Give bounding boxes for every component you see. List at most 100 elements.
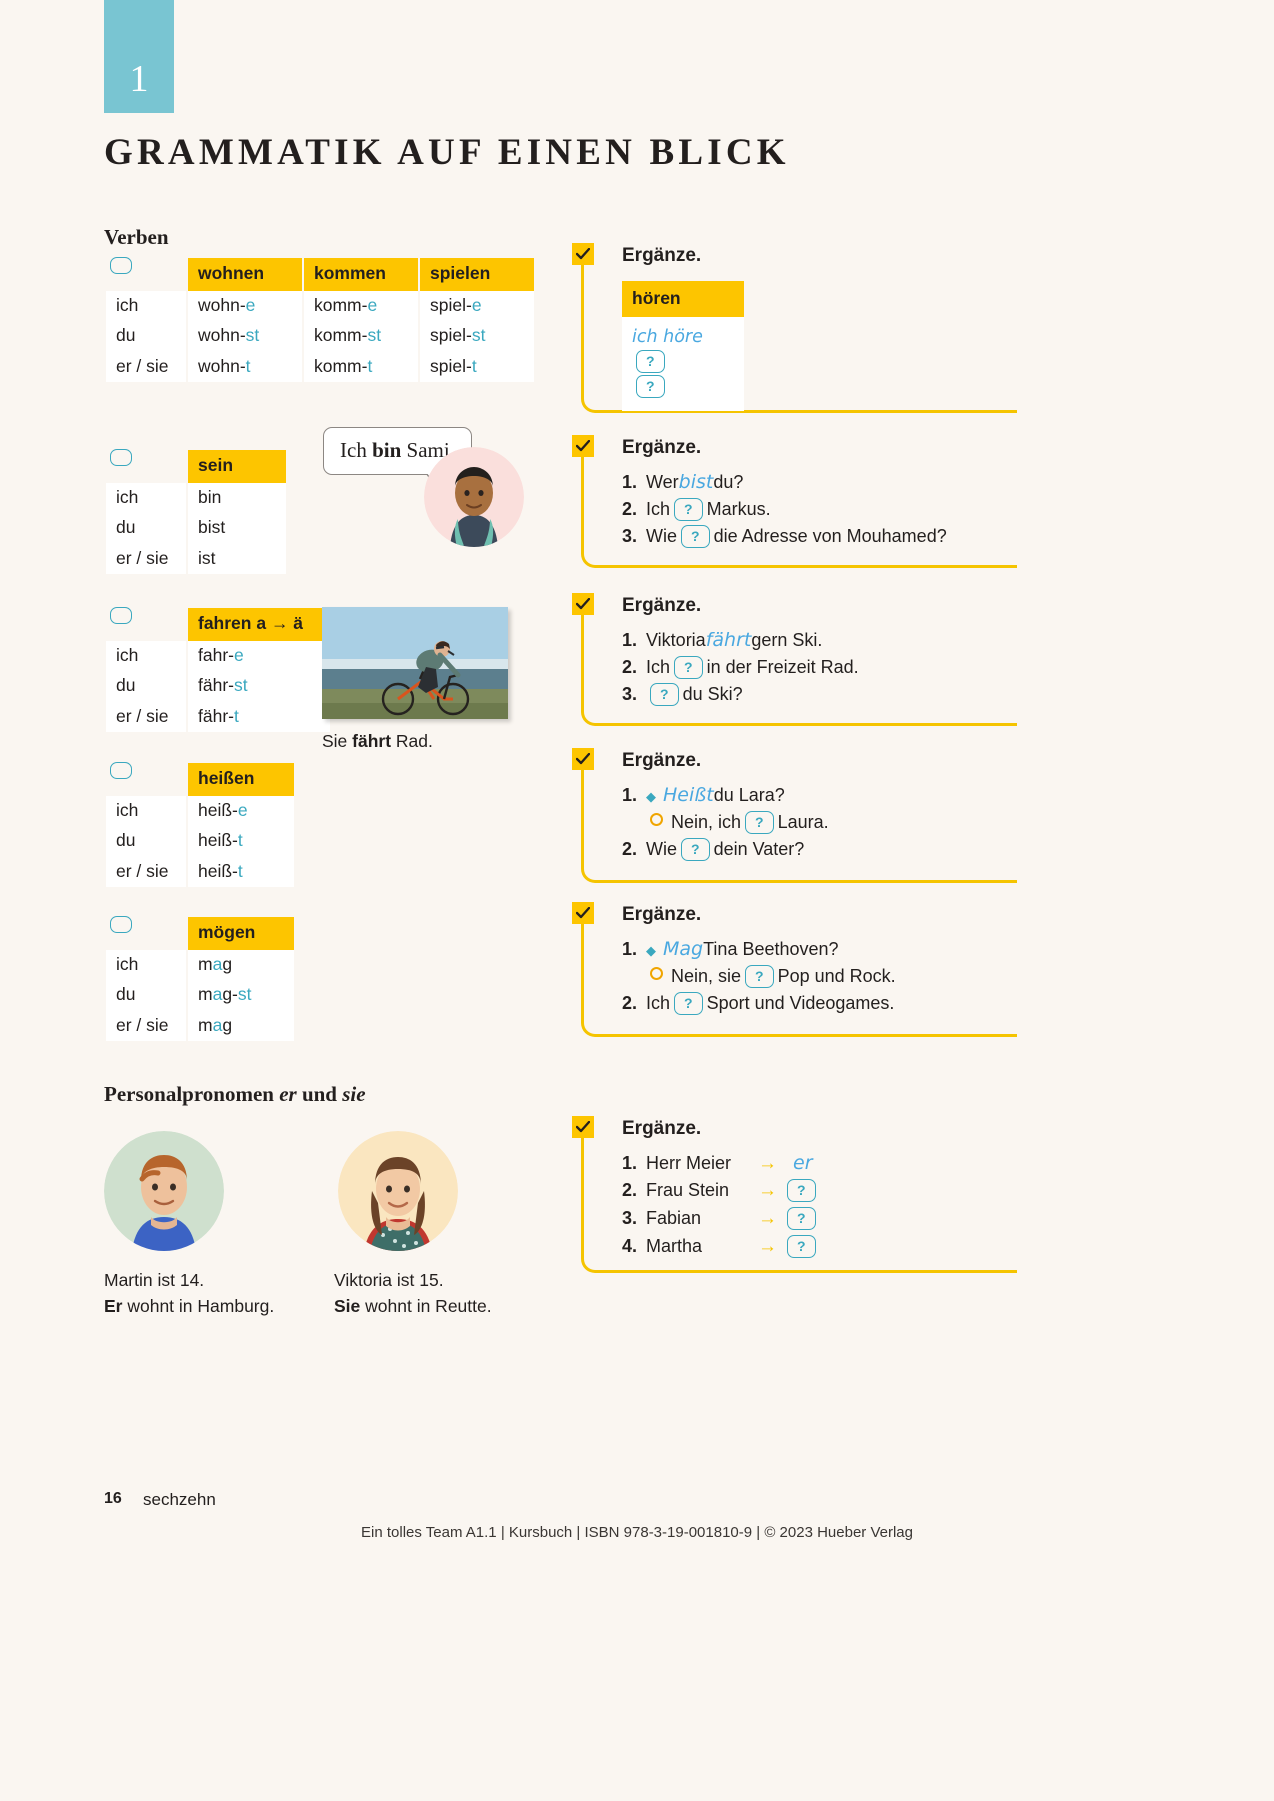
blank-token: ? [636,350,665,374]
blank-slot[interactable]: ? [632,350,734,376]
header-heissen: heißen [188,763,294,796]
heading-sie: sie [342,1082,366,1106]
check-icon [571,1116,594,1138]
blank-token[interactable]: ? [787,1234,816,1258]
exercise-body: 1. Viktoria fährt gern Ski. 2. Ich ? in … [584,617,1017,725]
header-spielen: spielen [420,258,534,291]
chapter-number-tab: 1 [104,0,174,113]
conjugation-cell: heiß-t [188,826,294,857]
caption-viktoria-line2: Sie wohnt in Reutte. [334,1296,492,1317]
table-row: er / sie fähr-t [106,701,330,732]
exercise-line: 2. Ich ? Sport und Videogames. [622,990,1017,1016]
person-name: Martha [646,1235,703,1256]
table-row: du bist [106,513,286,544]
item-number: 2. [622,657,638,678]
pronoun-cell: du [106,826,186,857]
conjugation-cell: fähr-st [188,671,330,702]
table-header-row: mögen [106,916,294,950]
pronoun-cell: er / sie [106,351,186,382]
line-post: Tina Beethoven? [703,938,839,959]
exercise-box-6: Ergänze. 1. Herr Meier → er 2. Frau Stei… [571,1116,1017,1273]
item-number: 2. [622,992,638,1013]
arrow-icon: → [758,1207,777,1229]
heading-pre: Personalpronomen [104,1082,280,1106]
line-pre: Ich [646,499,671,520]
caption-bold: fährt [352,731,392,751]
blank-token[interactable]: ? [787,1179,816,1203]
line-pre: Wie [646,838,677,859]
item-number: 1. [622,938,638,959]
exercise-title: Ergänze. [571,243,1017,267]
table-header-row: sein [106,449,286,483]
avatar-viktoria [338,1131,458,1251]
item-number: 1. [622,471,638,492]
item-number: 1. [622,784,638,805]
blank-slot[interactable]: ? [632,374,734,401]
exercise-title: Ergänze. [571,748,1017,772]
caption-bold-er: Er [104,1296,123,1316]
header-wohnen: wohnen [188,258,302,291]
table-row: ich heiß-e [106,795,294,826]
caption-bold-sie: Sie [334,1296,361,1316]
header-kommen: kommen [304,258,418,291]
mini-verb-card: hören ich höre ? ? [622,280,744,411]
blank-token[interactable]: ? [674,991,703,1015]
person-name: Fabian [646,1207,702,1228]
pronoun-cell: er / sie [106,856,186,887]
caption-rest: wohnt in Reutte. [360,1296,492,1316]
exercise-title-text: Ergänze. [622,904,702,925]
conjugation-cell: wohn-t [188,351,302,382]
exercise-line: 1. ◆ Mag Tina Beethoven? [622,936,1017,964]
conjugation-cell: wohn-e [188,290,302,321]
header-empty [110,257,132,275]
page-number: 16 [104,1490,122,1507]
pronoun-cell: du [106,321,186,352]
bubble-bold: bin [372,438,402,462]
pronoun-cell: du [106,980,186,1011]
arrow-icon: → [758,1152,777,1174]
line-pre: Ich [646,992,671,1013]
blank-token[interactable]: ? [681,837,710,861]
exercise-line: 2. Ich ? in der Freizeit Rad. [622,654,1017,680]
blank-token[interactable]: ? [745,965,774,989]
table-row: ich fahr-e [106,640,330,671]
blank-token: ? [636,374,665,398]
blank-token[interactable]: ? [681,524,710,548]
page-number-word: sechzehn [143,1490,216,1509]
blank-token[interactable]: ? [674,498,703,522]
table-row: du heiß-t [106,826,294,857]
blank-token[interactable]: ? [745,811,774,835]
item-number: 2. [622,1180,638,1201]
person-name: Frau Stein [646,1180,730,1201]
exercise-title-text: Ergänze. [622,245,702,266]
page-title: GRAMMATIK AUF EINEN BLICK [104,132,790,173]
table-row: ich bin [106,482,286,513]
exercise-line: Nein, sie ? Pop und Rock. [622,963,1017,989]
mini-card-body: ich höre ? ? [622,316,744,411]
exercise-line: 4. Martha → ? [622,1233,1017,1261]
line-post: du Lara? [713,784,785,805]
blank-token[interactable]: ? [650,682,679,706]
blank-token[interactable]: ? [787,1206,816,1230]
table-row: er / sie mag [106,1010,294,1041]
table-header-row: wohnen kommen spielen [106,257,534,291]
item-number: 3. [622,683,638,704]
handwritten-answer: ich höre [632,326,703,347]
exercise-title: Ergänze. [571,435,1017,459]
caption-martin-line2: Er wohnt in Hamburg. [104,1296,274,1317]
exercise-body: 1. ◆ Mag Tina Beethoven? Nein, sie ? Pop… [584,926,1017,1034]
exercise-title-text: Ergänze. [622,595,702,616]
blank-token[interactable]: ? [674,656,703,680]
check-icon [571,593,594,615]
caption-viktoria-line1: Viktoria ist 15. [334,1270,444,1290]
exercise-line: 2. Wie ? dein Vater? [622,836,1017,862]
avatar-sami [424,447,524,547]
caption-bike: Sie fährt Rad. [322,731,433,752]
exercise-line: 1. Herr Meier → er [622,1150,1017,1178]
item-number: 1. [622,629,638,650]
table-row: ich wohn-e komm-e spiel-e [106,290,534,321]
exercise-box-2: Ergänze. 1. Wer bist du? 2. Ich ? Markus… [571,435,1017,568]
pronoun-cell: ich [106,640,186,671]
header-moegen: mögen [188,917,294,950]
